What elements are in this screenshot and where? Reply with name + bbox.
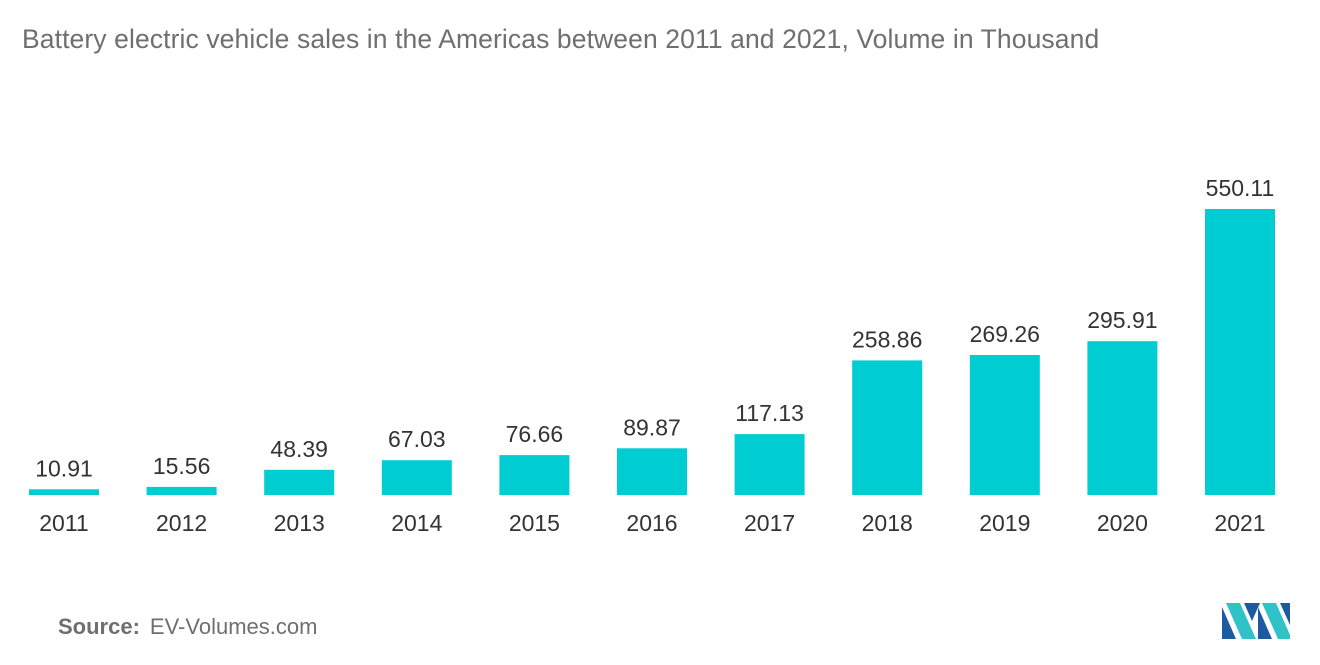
value-label-2011: 10.91: [35, 455, 93, 481]
x-tick-2018: 2018: [862, 510, 913, 536]
source-label: Source:: [58, 614, 140, 639]
chart-title: Battery electric vehicle sales in the Am…: [22, 24, 1100, 54]
x-tick-2013: 2013: [274, 510, 325, 536]
value-label-2012: 15.56: [153, 453, 211, 479]
bar-2012: [146, 486, 217, 495]
source-text: EV-Volumes.com: [149, 614, 318, 639]
bar-2018: [852, 360, 923, 495]
bars-layer: [29, 209, 1275, 495]
bar-2015: [499, 455, 570, 495]
x-tick-2016: 2016: [626, 510, 677, 536]
bar-2017: [734, 434, 805, 495]
x-tick-2017: 2017: [744, 510, 795, 536]
bar-2011: [29, 489, 99, 495]
mordor-intelligence-logo-icon: [1222, 603, 1290, 639]
bar-2016: [617, 448, 687, 495]
value-label-2015: 76.66: [506, 421, 564, 447]
value-label-2020: 295.91: [1087, 307, 1157, 333]
bar-2021: [1205, 209, 1275, 495]
x-tick-2015: 2015: [509, 510, 560, 536]
value-label-2016: 89.87: [623, 414, 681, 440]
x-tick-2011: 2011: [39, 510, 88, 536]
x-tick-2014: 2014: [391, 510, 442, 536]
value-label-2014: 67.03: [388, 426, 446, 452]
source-note: Source: EV-Volumes.com: [58, 614, 317, 640]
x-axis-ticks: 2011 2012 2013 2014 2015 2016 2017 2018 2019 2020…: [39, 510, 1265, 536]
bar-2014: [381, 460, 452, 495]
value-label-2017: 117.13: [735, 400, 804, 426]
bar-2020: [1087, 341, 1158, 495]
x-tick-2012: 2012: [156, 510, 207, 536]
value-label-2019: 269.26: [970, 321, 1040, 347]
bar-2019: [969, 355, 1040, 495]
x-tick-2019: 2019: [979, 510, 1030, 536]
bar-2013: [264, 469, 335, 495]
value-label-2018: 258.86: [852, 326, 922, 352]
x-tick-2021: 2021: [1214, 510, 1265, 536]
value-labels-layer: 10.91 15.56 48.39 67.03 76.66 89.87 117.13 258.…: [35, 175, 1274, 481]
value-label-2013: 48.39: [270, 436, 328, 462]
value-label-2021: 550.11: [1206, 175, 1275, 201]
x-tick-2020: 2020: [1097, 510, 1148, 536]
